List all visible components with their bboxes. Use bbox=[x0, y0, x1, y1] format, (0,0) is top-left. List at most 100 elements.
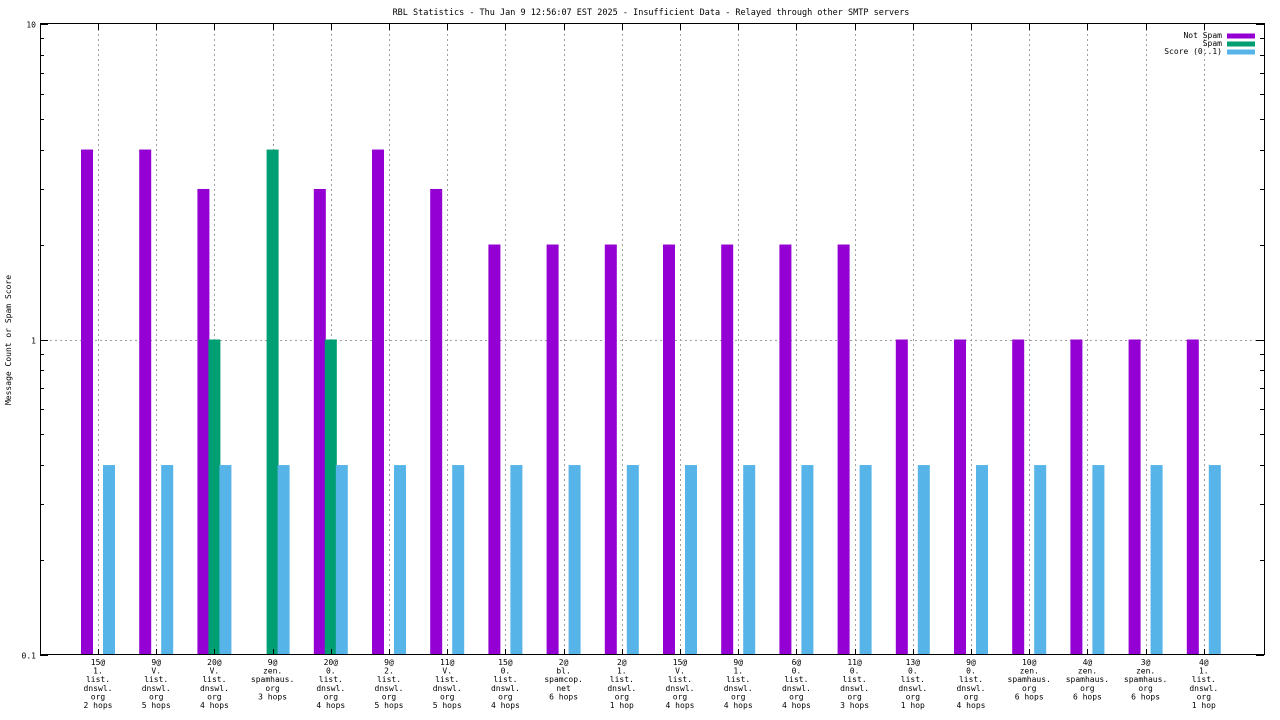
bar-score-0-1 bbox=[1034, 465, 1047, 655]
x-tick-label: 15@ 0. list. dnswl. org 4 hops bbox=[491, 658, 520, 710]
x-tick-label-line: 15@ bbox=[91, 658, 106, 667]
x-tick-label-line: V. bbox=[675, 667, 685, 676]
bar-not-spam bbox=[488, 244, 501, 656]
plot-frame bbox=[40, 23, 1265, 655]
bar-score-0-1 bbox=[568, 465, 581, 655]
x-tick-label-line: 0. bbox=[326, 667, 336, 676]
x-tick-label: 13@ 0. list. dnswl. org 1 hop bbox=[898, 658, 927, 710]
x-tick-label-line: org bbox=[498, 692, 513, 701]
legend-swatch bbox=[1227, 41, 1255, 47]
x-tick-label-line: dnswl. bbox=[142, 684, 171, 693]
axis-ticks: 0.1 1 10 bbox=[22, 21, 1264, 661]
bar-score-0-1 bbox=[452, 465, 465, 655]
x-tick-label-line: list. bbox=[493, 675, 517, 684]
bar-not-spam bbox=[372, 149, 384, 655]
x-tick-label-line: dnswl. bbox=[840, 684, 869, 693]
bar-spam bbox=[208, 339, 221, 655]
y-tick-label: 0.1 bbox=[22, 652, 37, 661]
bar-score-0-1 bbox=[917, 465, 930, 655]
x-tick-label-line: dnswl. bbox=[200, 684, 229, 693]
x-tick-label-line: bl. bbox=[556, 667, 570, 676]
bar-not-spam bbox=[430, 188, 443, 655]
x-tick-label-line: list. bbox=[144, 675, 168, 684]
x-tick-label: 11@ V. list. dnswl. org 5 hops bbox=[433, 658, 462, 710]
x-tick-label: 6@ 0. list. dnswl. org 4 hops bbox=[782, 658, 811, 710]
x-tick-label-line: 1. bbox=[617, 667, 627, 676]
x-tick-label-line: org bbox=[1197, 692, 1212, 701]
x-tick-label-line: 1. bbox=[1199, 667, 1209, 676]
x-tick-label-line: 9@ bbox=[733, 658, 743, 667]
x-tick-label-line: dnswl. bbox=[957, 684, 986, 693]
y-tick-label: 10 bbox=[26, 21, 36, 30]
x-tick-label-line: 4 hops bbox=[491, 701, 520, 710]
bar-score-0-1 bbox=[394, 465, 406, 655]
x-tick-label-line: org bbox=[673, 692, 688, 701]
x-tick-label-line: 15@ bbox=[498, 658, 513, 667]
x-tick-label-line: 2@ bbox=[617, 658, 627, 667]
x-tick-label-line: 4 hops bbox=[666, 701, 695, 710]
x-tick-label-line: list. bbox=[610, 675, 634, 684]
bar-not-spam bbox=[1128, 339, 1141, 655]
bar-not-spam bbox=[1012, 339, 1025, 655]
bar-spam bbox=[324, 339, 337, 655]
x-tick-label-line: zen. bbox=[263, 667, 282, 676]
x-tick-label-line: 6 hops bbox=[1015, 692, 1044, 701]
x-tick-label-line: org bbox=[964, 692, 979, 701]
bar-score-0-1 bbox=[1150, 465, 1163, 655]
x-tick-label-line: org bbox=[324, 692, 339, 701]
x-tick-label-line: 4 hops bbox=[724, 701, 753, 710]
x-tick-label-line: dnswl. bbox=[433, 684, 462, 693]
x-tick-label-line: list. bbox=[435, 675, 459, 684]
x-tick-label-line: 1. bbox=[93, 667, 103, 676]
x-tick-label-line: spamhaus. bbox=[1124, 675, 1167, 684]
bar-not-spam bbox=[779, 244, 792, 656]
legend-swatch bbox=[1227, 49, 1255, 55]
bar-not-spam bbox=[837, 244, 850, 656]
bar-score-0-1 bbox=[626, 465, 639, 655]
bar-score-0-1 bbox=[219, 465, 232, 655]
x-tick-label-line: dnswl. bbox=[898, 684, 927, 693]
x-tick-label-line: 4 hops bbox=[782, 701, 811, 710]
x-tick-label-line: 1 hop bbox=[610, 701, 634, 710]
x-tick-label-line: list. bbox=[377, 675, 401, 684]
x-tick-label-line: 4@ bbox=[1083, 658, 1093, 667]
x-tick-label-line: 4 hops bbox=[957, 701, 986, 710]
bar-not-spam bbox=[604, 244, 617, 656]
x-tick-label-line: 20@ bbox=[324, 658, 339, 667]
x-tick-label-line: list. bbox=[959, 675, 983, 684]
x-tick-label-line: org bbox=[149, 692, 164, 701]
x-tick-label-line: spamhaus. bbox=[1066, 675, 1109, 684]
bar-not-spam bbox=[197, 188, 210, 655]
legend-label: Spam bbox=[1203, 39, 1222, 48]
bar-not-spam bbox=[1070, 339, 1083, 655]
x-tick-label-line: list. bbox=[1192, 675, 1216, 684]
x-tick-label-line: V. bbox=[151, 667, 161, 676]
x-tick-label: 11@ 0. list. dnswl. org 3 hops bbox=[840, 658, 869, 710]
x-tick-label-line: 0. bbox=[850, 667, 860, 676]
bar-not-spam bbox=[546, 244, 559, 656]
bar-score-0-1 bbox=[685, 465, 697, 655]
x-tick-label-line: dnswl. bbox=[316, 684, 345, 693]
x-tick-label-line: 3@ bbox=[1141, 658, 1151, 667]
x-tick-label-line: 6 hops bbox=[1073, 692, 1102, 701]
x-tick-label: 2@ 1. list. dnswl. org 1 hop bbox=[607, 658, 636, 710]
x-tick-label-line: 6@ bbox=[792, 658, 802, 667]
bar-not-spam bbox=[954, 339, 966, 655]
x-tick-label-line: org bbox=[615, 692, 630, 701]
x-tick-label-line: list. bbox=[726, 675, 750, 684]
x-tick-label-line: org bbox=[382, 692, 397, 701]
x-tick-label: 20@ V. list. dnswl. org 4 hops bbox=[200, 658, 229, 710]
x-tick-label-line: 6 hops bbox=[1131, 692, 1160, 701]
x-tick-label-line: list. bbox=[843, 675, 867, 684]
x-tick-label-line: spamhaus. bbox=[251, 675, 294, 684]
x-tick-label-line: 5 hops bbox=[375, 701, 404, 710]
x-tick-label-line: dnswl. bbox=[1189, 684, 1218, 693]
x-tick-label-line: V. bbox=[210, 667, 220, 676]
x-tick-label-line: 0. bbox=[966, 667, 976, 676]
x-tick-label-line: 15@ bbox=[673, 658, 688, 667]
x-tick-label-line: 5 hops bbox=[142, 701, 171, 710]
bar-score-0-1 bbox=[801, 465, 814, 655]
x-tick-label: 15@ V. list. dnswl. org 4 hops bbox=[666, 658, 695, 710]
bar-not-spam bbox=[1186, 339, 1199, 655]
